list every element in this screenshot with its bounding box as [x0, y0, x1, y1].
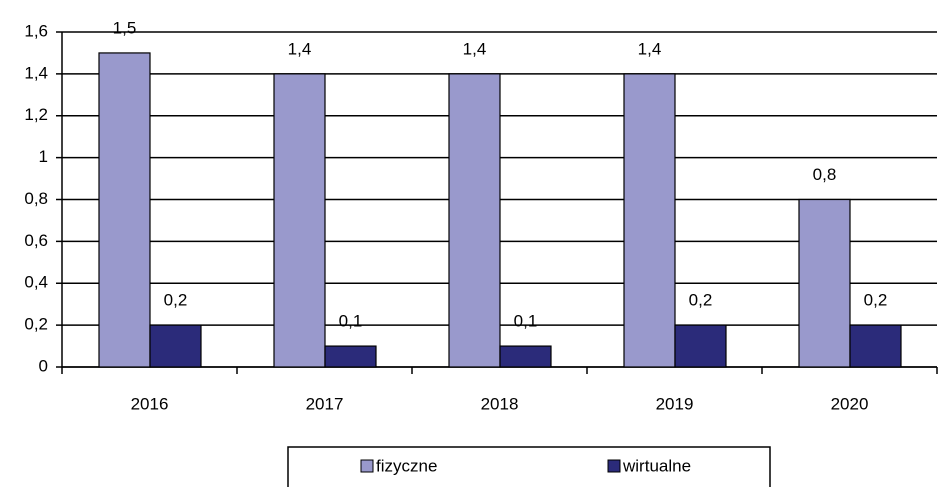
bar — [849, 324, 902, 368]
bar — [448, 73, 501, 368]
x-tick-label: 2020 — [831, 394, 869, 413]
x-tick-label: 2018 — [481, 394, 519, 413]
y-tick-label: 1,6 — [24, 21, 48, 40]
data-label: 1,4 — [463, 39, 487, 58]
legend-label: wirtualne — [622, 456, 691, 475]
x-tick-label: 2017 — [306, 394, 344, 413]
data-label: 0,2 — [689, 291, 713, 310]
y-tick-label: 0,2 — [24, 315, 48, 334]
y-tick-label: 0 — [39, 356, 48, 375]
y-tick-label: 0,6 — [24, 231, 48, 250]
data-label: 0,1 — [514, 312, 538, 331]
bar — [149, 324, 202, 368]
data-label: 0,2 — [164, 291, 188, 310]
bar — [98, 52, 151, 368]
bar — [623, 73, 676, 368]
y-tick-label: 0,4 — [24, 273, 48, 292]
y-tick-label: 1 — [39, 147, 48, 166]
bar — [798, 198, 851, 368]
y-tick-label: 1,2 — [24, 105, 48, 124]
data-label: 1,5 — [113, 18, 137, 37]
data-label: 1,4 — [288, 39, 312, 58]
legend-box — [287, 446, 771, 487]
y-tick-label: 0,8 — [24, 189, 48, 208]
legend-label: fizyczne — [376, 456, 437, 475]
x-tick-label: 2019 — [656, 394, 694, 413]
bar — [324, 345, 377, 368]
legend-swatch — [360, 459, 374, 473]
data-label: 1,4 — [638, 39, 662, 58]
legend-swatch — [607, 459, 621, 473]
bar — [273, 73, 326, 368]
x-tick-label: 2016 — [131, 394, 169, 413]
y-tick-label: 1,4 — [24, 63, 48, 82]
bar — [674, 324, 727, 368]
data-label: 0,8 — [813, 165, 837, 184]
data-label: 0,1 — [339, 312, 363, 331]
bar — [499, 345, 552, 368]
data-label: 0,2 — [864, 291, 888, 310]
